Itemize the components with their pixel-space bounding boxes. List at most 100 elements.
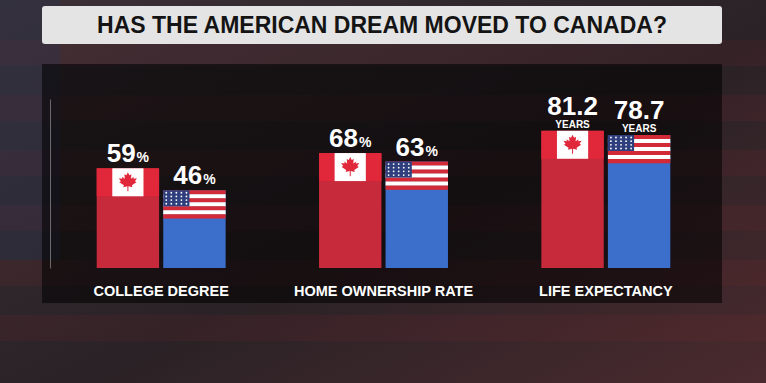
data-label: 81.2YEARS [547,91,598,130]
flag-star [620,148,622,150]
flag-star [615,144,617,146]
flag-star [186,192,188,194]
flag-star [181,203,183,205]
flag-star [393,174,395,176]
flag-star [393,163,395,165]
flag-stripe [386,182,448,186]
bar-group [97,168,159,268]
flag-stripe [608,155,670,159]
flag-star [615,140,617,142]
flag-star [181,192,183,194]
bars [97,131,671,268]
flag-star [630,137,632,139]
flag-star [610,144,612,146]
flag-star [620,137,622,139]
flag-star [630,144,632,146]
flag [319,153,381,181]
bar-group [319,153,381,268]
flag-star [615,137,617,139]
x-tick: COLLEGE DEGREE [93,283,229,299]
data-label: 63% [396,132,439,162]
data-label: 68% [329,123,372,153]
flag-star [165,192,167,194]
flag-canton [386,162,412,178]
flag [608,135,670,163]
flag-star [625,148,627,150]
flag-star [610,148,612,150]
flag-star [170,199,172,201]
bar [163,190,225,268]
flag-star [398,167,400,169]
data-labels: 59% 68% 81.2YEARS 46% 63% 78.7YEARS [107,91,665,190]
flag-stripe [386,186,448,190]
flag-star [388,174,390,176]
flag-star [170,192,172,194]
bar [97,168,159,268]
flag-star [393,167,395,169]
flag [541,131,603,159]
bar-group [386,162,448,268]
data-label: 78.7YEARS [614,95,665,134]
x-tick: HOME OWNERSHIP RATE [294,283,473,299]
flag-field [97,168,159,196]
flag [386,162,448,190]
flag-field [319,153,381,181]
flag [163,190,225,218]
flag-star [398,170,400,172]
flag-stripe [163,214,225,218]
maple-leaf [563,135,581,154]
flag-star [620,140,622,142]
flag-star [630,148,632,150]
flag-star [181,196,183,198]
background-decoration [0,0,766,341]
flag-center [335,153,366,181]
flag-star [625,140,627,142]
flag-star [186,203,188,205]
flag-star [408,174,410,176]
flag-star [175,196,177,198]
bar-group [608,135,670,268]
data-label: 59% [107,138,150,168]
x-tick: LIFE EXPECTANCY [539,283,673,299]
flag-star [403,167,405,169]
y-axis-line [50,100,51,269]
x-axis: COLLEGE DEGREE HOME OWNERSHIP RATE LIFE EX… [93,283,672,299]
flag-star [165,203,167,205]
y-axis [50,100,51,269]
flag-star [403,163,405,165]
flag-star [625,137,627,139]
chart: HAS THE AMERICAN DREAM MOVED TO CANADA? C… [0,0,766,383]
title: HAS THE AMERICAN DREAM MOVED TO CANADA? [97,12,667,38]
maple-leaf [119,172,137,191]
bar-group [163,190,225,268]
flag-star [393,170,395,172]
flag-field [541,131,603,159]
flag-star [398,174,400,176]
flag-star [165,196,167,198]
bar-group [541,131,603,268]
data-label: 46% [173,160,216,190]
x-tick-label: LIFE EXPECTANCY [539,283,673,299]
bar [608,135,670,268]
flag-star [625,144,627,146]
flag-star [408,167,410,169]
flag-stripe [163,210,225,214]
flag-star [165,199,167,201]
flag-star [175,203,177,205]
flag-star [610,140,612,142]
flag-star [403,170,405,172]
flag-star [170,203,172,205]
flag-star [170,196,172,198]
bar [319,153,381,268]
background [0,0,766,383]
flag-star [610,137,612,139]
flag-canton [163,190,189,206]
flag-canton [608,135,634,151]
flag-stripe [608,151,670,155]
flag-star [630,140,632,142]
flag-star [388,163,390,165]
maple-leaf [341,157,359,176]
title-box [42,6,722,44]
bar [541,131,603,268]
x-tick-label: HOME OWNERSHIP RATE [294,283,473,299]
